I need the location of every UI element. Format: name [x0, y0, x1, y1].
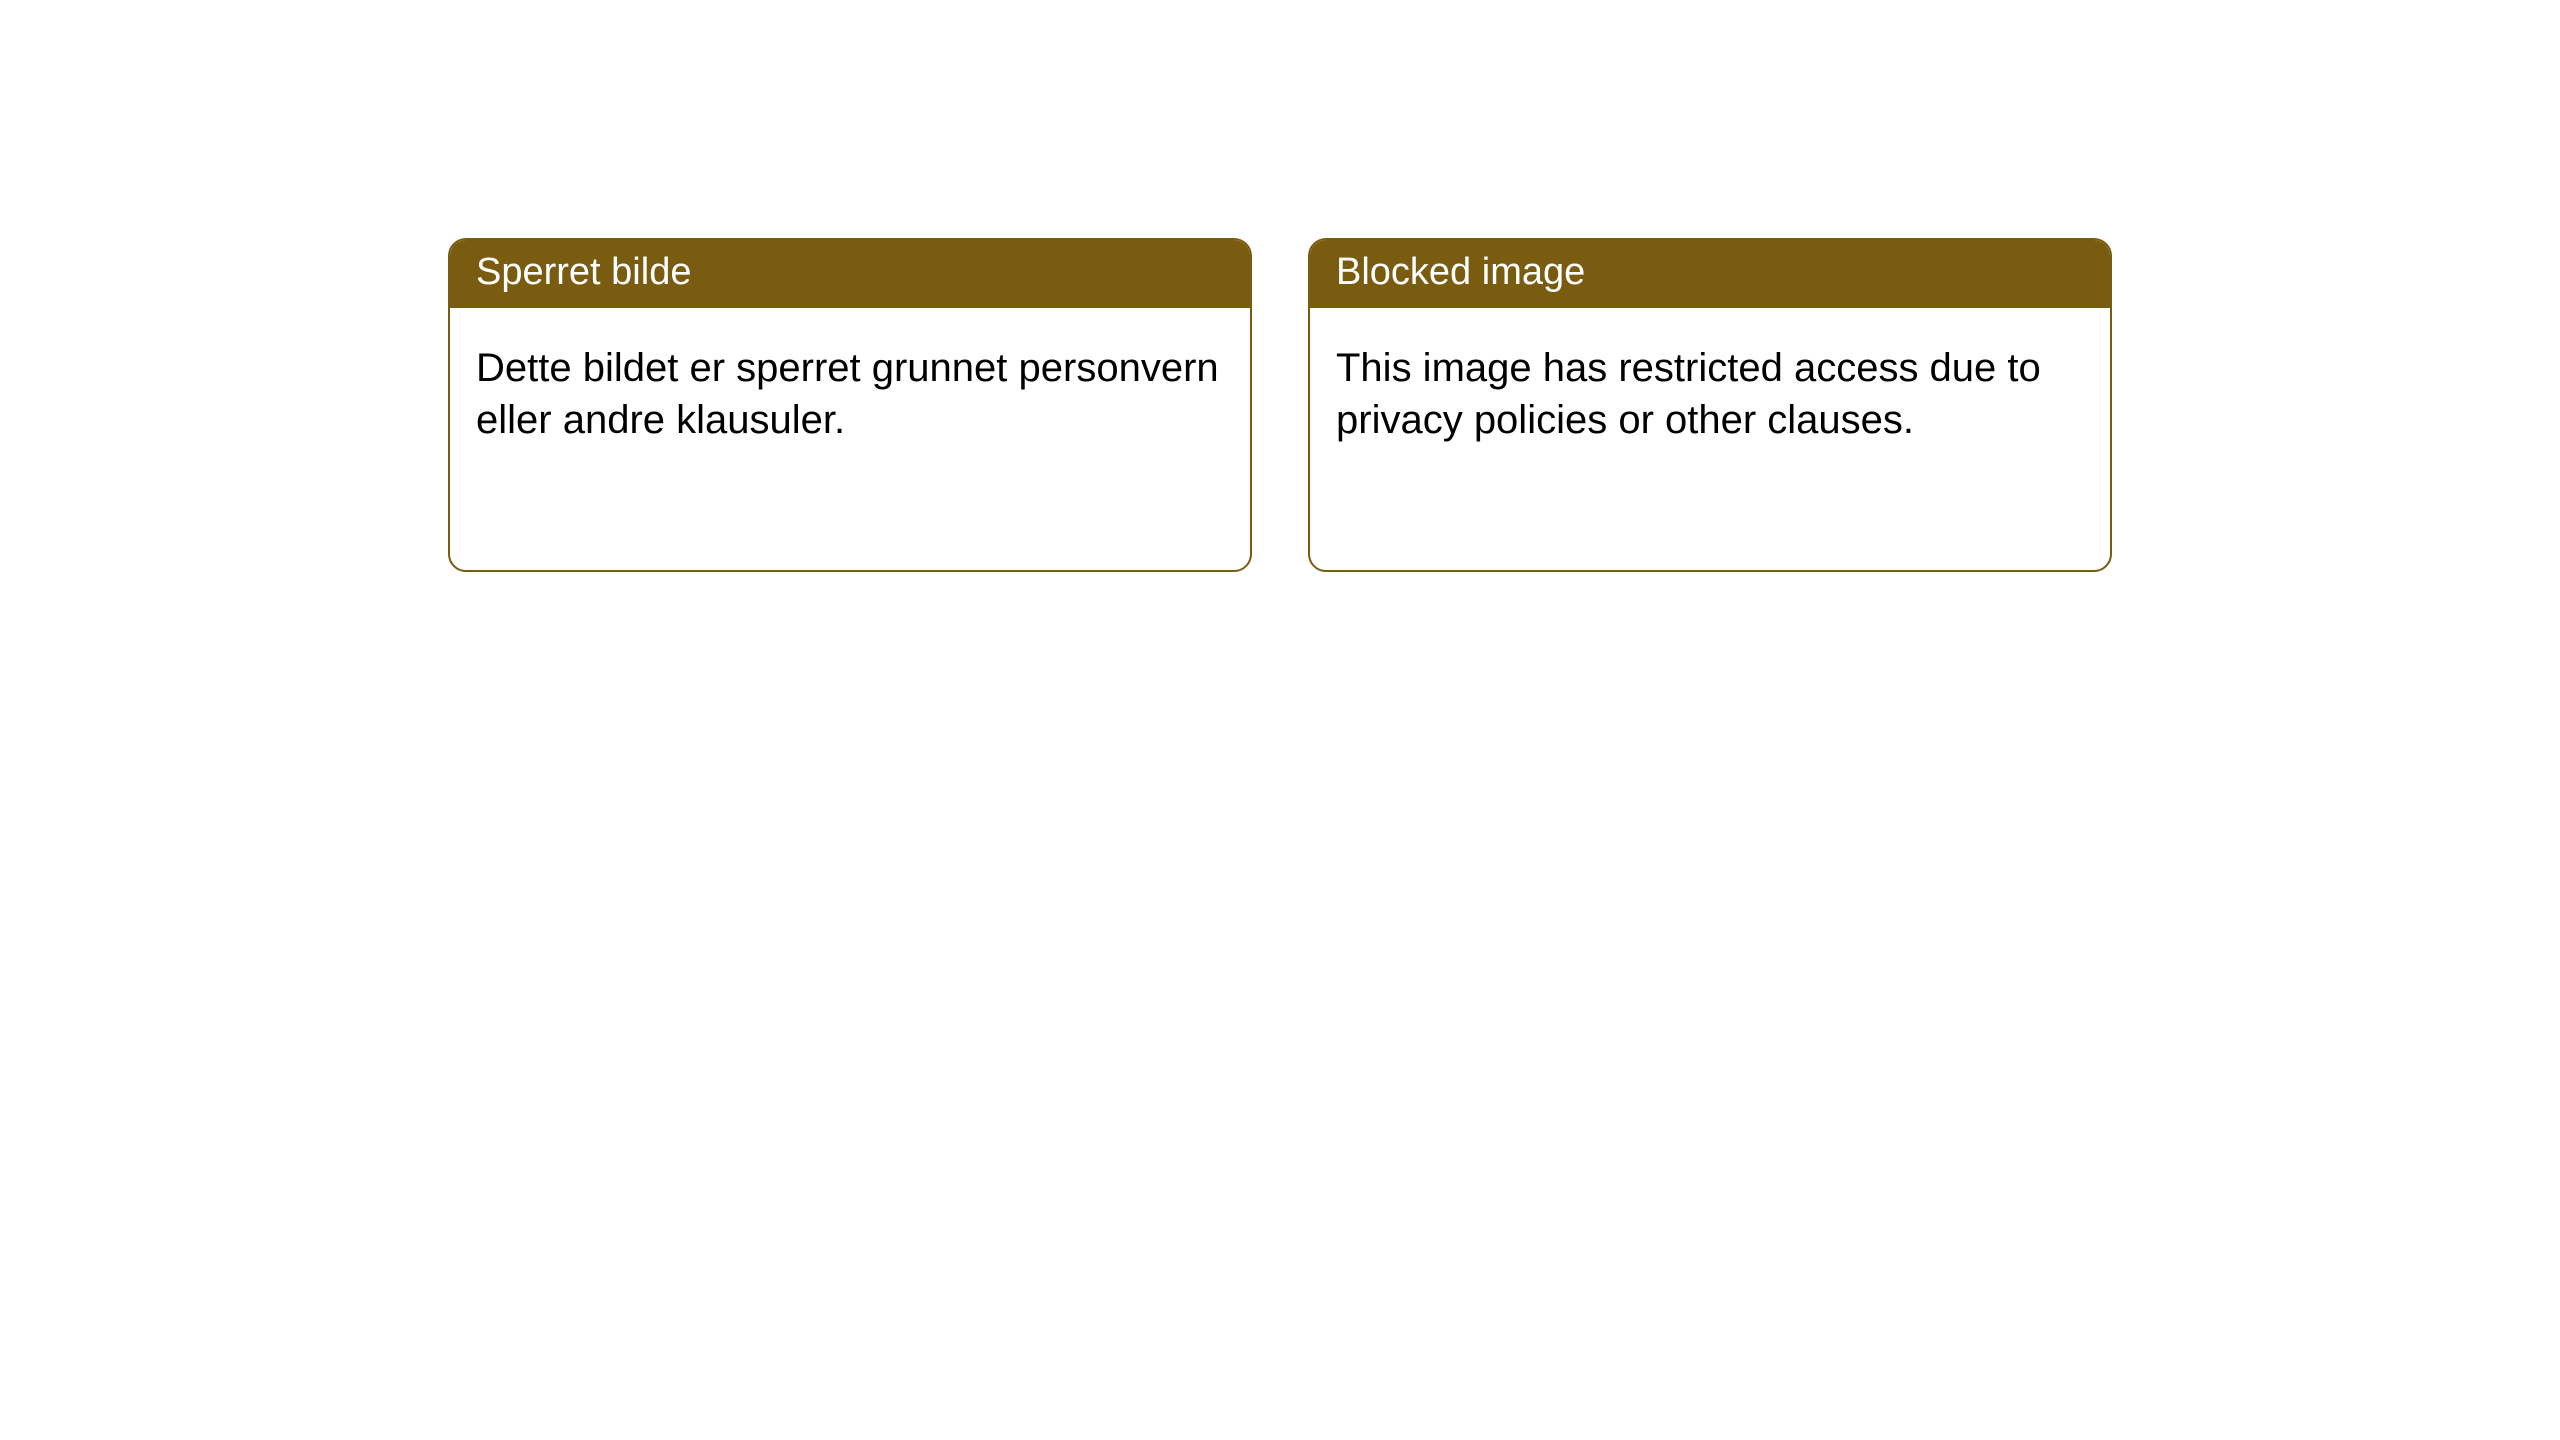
notice-card-english: Blocked image This image has restricted … — [1308, 238, 2112, 572]
card-body-text: This image has restricted access due to … — [1310, 308, 2110, 446]
notice-card-norwegian: Sperret bilde Dette bildet er sperret gr… — [448, 238, 1252, 572]
card-header: Blocked image — [1310, 240, 2110, 308]
card-header: Sperret bilde — [450, 240, 1250, 308]
card-body-text: Dette bildet er sperret grunnet personve… — [450, 308, 1250, 446]
notice-cards-container: Sperret bilde Dette bildet er sperret gr… — [448, 238, 2560, 572]
